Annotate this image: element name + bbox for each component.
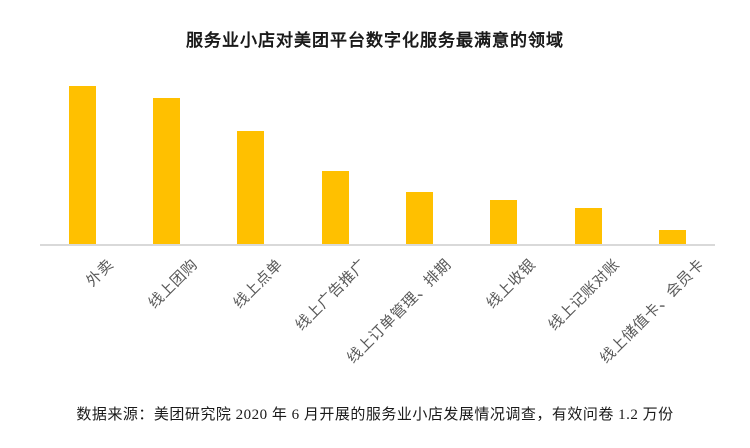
bar [68,85,96,244]
bar [490,199,518,244]
bar [152,98,180,244]
x-tick-label: 线上收银 [483,256,539,312]
x-tick-label: 外卖 [83,256,118,291]
bar [405,191,433,244]
bar [574,207,602,244]
bar [321,171,349,244]
x-axis-line [40,244,715,246]
x-tick-label: 线上记账对账 [546,256,624,334]
chart-title: 服务业小店对美团平台数字化服务最满意的领域 [186,31,564,50]
x-tick-label: 线上广告推广 [293,256,371,334]
bar [659,229,687,244]
x-tick-label: 线上点单 [230,256,286,312]
bar [237,131,265,244]
source-note: 数据来源：美团研究院 2020 年 6 月开展的服务业小店发展情况调查，有效问卷… [76,407,674,423]
x-tick-label: 线上团购 [146,256,202,312]
